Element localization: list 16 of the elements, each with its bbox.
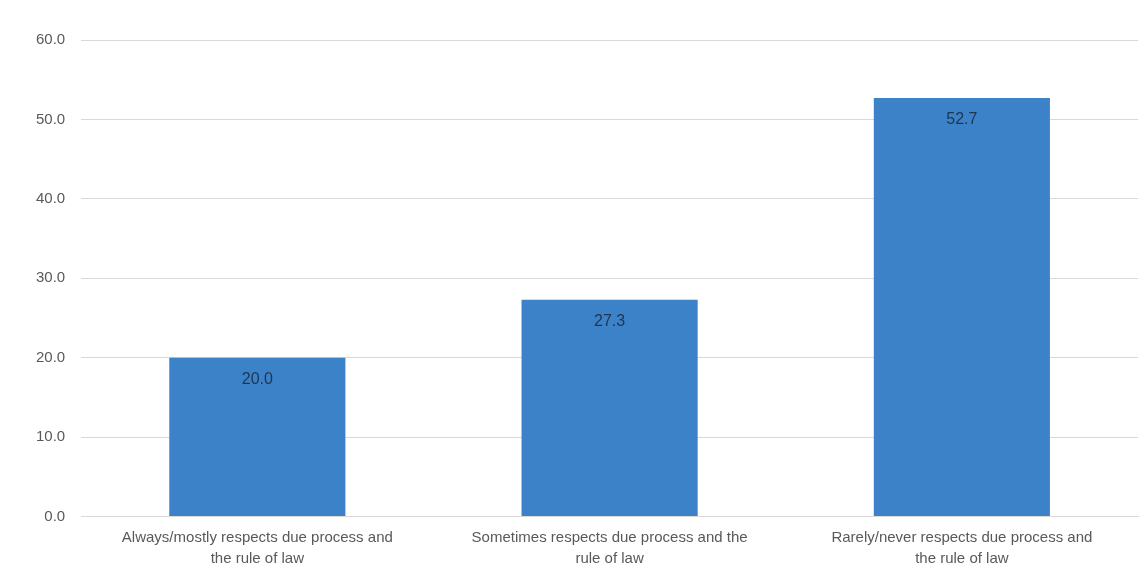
bar [873, 97, 1050, 516]
y-tick-label: 40.0 [35, 188, 66, 206]
x-tick-label: Always/mostly respects due process and the rule of law [121, 527, 393, 567]
x-tick-label: Rarely/never respects due process and the rule of law [831, 527, 1093, 567]
bar [521, 299, 698, 516]
y-tick-label: 60.0 [35, 30, 66, 48]
data-label: 52.7 [946, 110, 978, 128]
y-tick-label: 0.0 [44, 506, 66, 524]
data-label: 20.0 [241, 370, 273, 388]
y-tick-label: 10.0 [35, 427, 66, 445]
y-tick-label: 50.0 [35, 109, 66, 127]
data-label: 27.3 [594, 312, 626, 330]
x-tick-label: Sometimes respects due process and the rule of law [471, 527, 748, 567]
bar [169, 357, 346, 516]
y-tick-label: 30.0 [35, 268, 66, 286]
y-tick-label: 20.0 [35, 347, 66, 365]
